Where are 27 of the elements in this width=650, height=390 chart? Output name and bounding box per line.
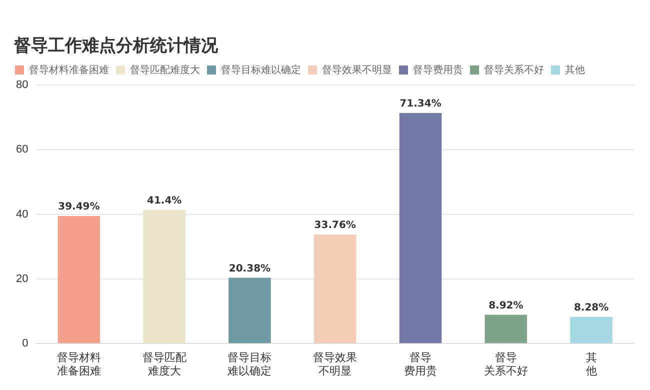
data-label: 8.28%: [574, 302, 609, 314]
y-tick-label: 80: [16, 79, 28, 92]
x-tick-label: 督导关系不好: [484, 351, 528, 378]
data-label: 20.38%: [228, 263, 271, 274]
x-tick-label: 督导效果不明显: [313, 351, 358, 378]
x-tick-label: 督导目标难以确定: [228, 351, 272, 378]
data-label: 33.76%: [314, 220, 356, 232]
legend-label: 其他: [565, 64, 585, 76]
x-tick-label: 督导匹配难度大: [142, 351, 186, 378]
data-label: 41.4%: [146, 195, 182, 206]
legend-label: 督导关系不好: [484, 64, 544, 76]
legend-label: 督导材料准备困难: [29, 64, 109, 76]
y-tick-label: 60: [16, 144, 28, 156]
y-tick-label: 0: [22, 338, 28, 350]
x-tick-label: 督导费用贵: [404, 351, 438, 378]
legend-label: 督导费用贵: [413, 64, 463, 76]
chart-title: 督导工作难点分析统计情况: [14, 35, 218, 57]
legend-label: 督导目标难以确定: [221, 64, 301, 76]
x-tick-label: 其他: [586, 351, 597, 378]
y-tick-label: 40: [16, 208, 28, 220]
legend-label: 督导匹配难度大: [130, 64, 200, 76]
x-tick-label: 督导材料准备困难: [56, 351, 101, 378]
y-tick-label: 20: [16, 272, 28, 285]
data-label: 39.49%: [58, 202, 100, 213]
data-label: 71.34%: [400, 98, 442, 110]
legend-label: 督导效果不明显: [322, 64, 392, 76]
data-label: 8.92%: [488, 300, 524, 312]
